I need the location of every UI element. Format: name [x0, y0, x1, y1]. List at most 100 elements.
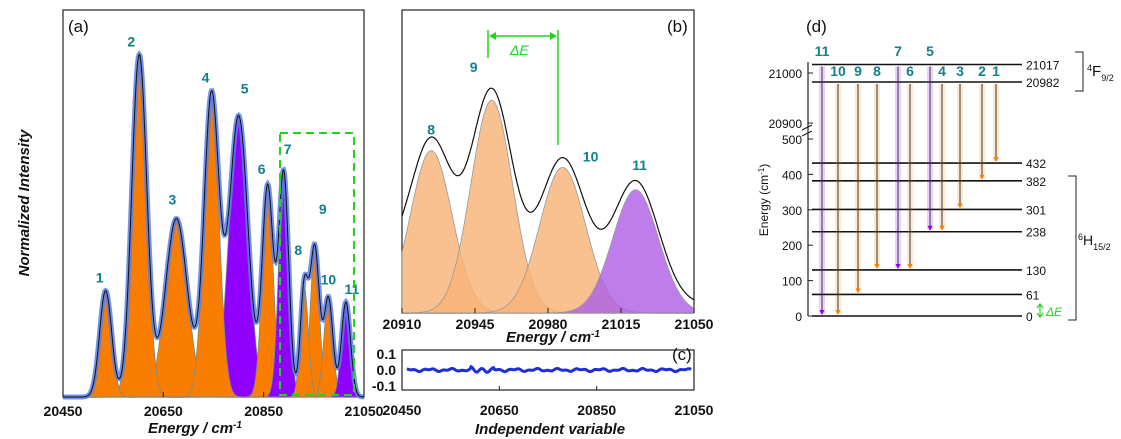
panel-c-x-title: Independent variable — [475, 421, 625, 438]
b-tick-label: 21015 — [602, 316, 641, 332]
level-label-301: 301 — [1026, 203, 1046, 217]
level-label-20982: 20982 — [1026, 76, 1060, 90]
c-tick-label: 20650 — [480, 402, 519, 418]
delta-e-arrowhead-left — [489, 32, 496, 40]
c-y-tick-label: 0.1 — [377, 346, 397, 362]
zoom-region-box — [279, 132, 355, 396]
level-label-0: 0 — [1026, 310, 1033, 324]
transition-label-6: 6 — [906, 63, 914, 79]
level-label-130: 130 — [1026, 264, 1046, 278]
level-label-238: 238 — [1026, 226, 1046, 240]
d-tick-label: 500 — [782, 133, 802, 147]
lower-term-bracket — [1068, 175, 1077, 321]
peak-label-3: 3 — [169, 191, 177, 207]
panel-c-label: (c) — [672, 345, 692, 364]
transition-label-5: 5 — [926, 43, 934, 59]
c-tick-label: 20850 — [577, 402, 616, 418]
transition-label-1: 1 — [992, 63, 1000, 79]
panel-b-envelope — [401, 87, 695, 301]
d-tick-label: 400 — [782, 168, 802, 182]
d-tick-label: 200 — [782, 239, 802, 253]
transition-label-9: 9 — [854, 63, 862, 79]
transition-label-11: 11 — [815, 43, 830, 59]
b-peak-11-area — [543, 189, 695, 314]
panel-c-y-ticks: 0.10.0-0.1 — [372, 346, 396, 394]
level-label-61: 61 — [1026, 288, 1040, 302]
b-peak-label-9: 9 — [470, 59, 478, 75]
peak-label-7: 7 — [284, 141, 292, 157]
panel-c-x-ticks: 20450 20650 20850 21050 — [383, 386, 714, 418]
d-tick-label: 20900 — [769, 117, 803, 131]
panel-c: 0.10.0-0.1 (c) 20450 20650 20850 21050 Inde… — [372, 345, 714, 438]
panel-d-y-ticks: 0 100 200 300 400 500 20900 21000 — [769, 67, 813, 324]
transition-label-8: 8 — [873, 63, 881, 79]
d-tick-label: 300 — [782, 204, 802, 218]
transition-label-4: 4 — [938, 63, 946, 79]
level-label-382: 382 — [1026, 175, 1046, 189]
c-tick-label: 21050 — [675, 402, 714, 418]
transitions — [819, 66, 999, 315]
panel-a: 1 2 3 4 5 6 7 8 9 10 11 (a) 20450 20650 20850 21050 E… — [16, 9, 384, 437]
peak-label-6: 6 — [258, 161, 266, 177]
a-tick-label: 20450 — [44, 403, 83, 419]
upper-term-label: 4F9/2 — [1087, 63, 1114, 83]
data-envelope — [63, 53, 364, 398]
transition-label-7: 7 — [894, 43, 902, 59]
panel-a-label: (a) — [68, 17, 89, 36]
peak-label-1: 1 — [96, 270, 104, 286]
a-tick-label: 21050 — [345, 403, 384, 419]
b-tick-label: 20980 — [529, 316, 568, 332]
panel-b-peaks — [401, 99, 695, 314]
peak-label-2: 2 — [127, 33, 135, 49]
axis-break-mark — [801, 124, 813, 137]
panel-b-x-ticks: 20910 20945 20980 21015 21050 — [383, 308, 714, 332]
delta-e-arrowhead-right — [550, 32, 557, 40]
panel-d-delta-e-arrow — [1036, 303, 1044, 318]
peak-label-10: 10 — [321, 272, 337, 288]
b-peak-label-8: 8 — [427, 122, 435, 138]
b-tick-label: 20910 — [383, 316, 422, 332]
c-tick-label: 20450 — [383, 402, 422, 418]
d-tick-label: 0 — [795, 310, 802, 324]
b-tick-label: 20945 — [456, 316, 495, 332]
d-tick-label: 21000 — [769, 67, 803, 81]
panel-d-delta-e: ΔE — [1036, 303, 1063, 319]
panel-a-peak-labels: 1 2 3 4 5 6 7 8 9 10 11 — [96, 33, 360, 297]
panel-b-peak-labels: 8 9 10 11 — [427, 59, 647, 173]
panel-b-label: (b) — [667, 17, 688, 36]
c-y-tick-label: 0.0 — [377, 362, 397, 378]
peak-label-9: 9 — [319, 201, 327, 217]
b-peak-label-11: 11 — [632, 157, 647, 173]
peak-label-5: 5 — [241, 80, 249, 96]
a-tick-label: 20850 — [244, 403, 283, 419]
b-tick-label: 21050 — [675, 316, 714, 332]
d-tick-label: 100 — [782, 275, 802, 289]
panel-a-y-title: Normalized Intensity — [16, 129, 33, 276]
transition-label-10: 10 — [830, 63, 846, 79]
level-label-432: 432 — [1026, 157, 1046, 171]
panel-c-frame — [401, 349, 695, 391]
panel-b-x-title: Energy / cm-1 — [506, 329, 600, 347]
peak-label-4: 4 — [202, 70, 210, 86]
panel-d-label: (d) — [806, 17, 827, 36]
upper-term-bracket — [1075, 51, 1084, 92]
b-data-envelope — [401, 87, 695, 301]
transition-label-3: 3 — [956, 63, 964, 79]
a-tick-label: 20650 — [144, 403, 183, 419]
lower-term-label: 6H15/2 — [1078, 232, 1111, 252]
delta-e-label: ΔE — [509, 42, 529, 58]
peak-label-11: 11 — [344, 281, 359, 297]
panel-a-x-ticks: 20450 20650 20850 21050 — [44, 392, 384, 419]
residual-line — [406, 364, 692, 374]
c-y-tick-label: -0.1 — [372, 378, 396, 394]
transition-label-2: 2 — [978, 63, 986, 79]
level-label-21017: 21017 — [1026, 59, 1060, 73]
panel-d-y-title: Energy (cm-1) — [757, 164, 772, 236]
peak-label-8: 8 — [294, 242, 302, 258]
panel-d-delta-e-label: ΔE — [1045, 305, 1063, 319]
